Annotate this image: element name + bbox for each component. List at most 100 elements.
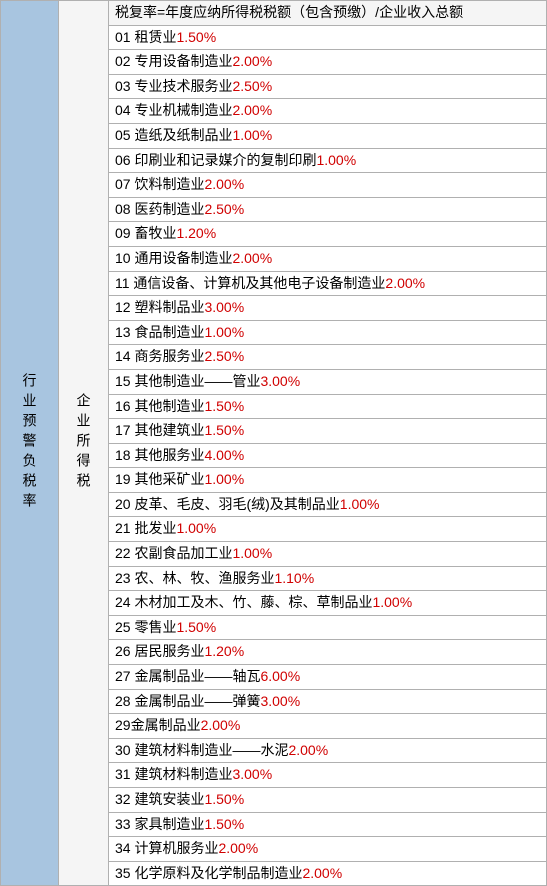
industry-row: 18 其他服务业 4.00% (109, 444, 546, 469)
tax-rate: 1.50% (204, 815, 244, 835)
industry-row: 12 塑料制品业 3.00% (109, 296, 546, 321)
tax-rate: 4.00% (204, 446, 244, 466)
industry-name: 29金属制品业 (115, 716, 201, 736)
tax-rate: 2.00% (302, 864, 342, 884)
industry-row: 10 通用设备制造业 2.00% (109, 247, 546, 272)
industry-row: 31 建筑材料制造业 3.00% (109, 763, 546, 788)
industry-row: 17 其他建筑业 1.50% (109, 419, 546, 444)
industry-row: 15 其他制造业——管业 3.00% (109, 370, 546, 395)
tax-rate: 2.50% (204, 347, 244, 367)
industry-row: 19 其他采矿业 1.00% (109, 468, 546, 493)
tax-rate: 2.00% (232, 52, 272, 72)
formula-text: 税复率=年度应纳所得税税额（包含预缴）/企业收入总额 (115, 3, 463, 23)
tax-rate: 2.00% (204, 175, 244, 195)
industry-row: 20 皮革、毛皮、羽毛(绒)及其制品业 1.00% (109, 493, 546, 518)
industry-row: 26 居民服务业 1.20% (109, 640, 546, 665)
tax-rate: 3.00% (260, 372, 300, 392)
industry-row: 28 金属制品业——弹簧 3.00% (109, 690, 546, 715)
industry-name: 15 其他制造业——管业 (115, 372, 260, 392)
industry-name: 30 建筑材料制造业——水泥 (115, 741, 288, 761)
industry-name: 21 批发业 (115, 519, 176, 539)
tax-rate: 1.50% (204, 397, 244, 417)
industry-name: 14 商务服务业 (115, 347, 204, 367)
industry-row: 34 计算机服务业 2.00% (109, 837, 546, 862)
tax-rate: 2.00% (288, 741, 328, 761)
industry-row: 33 家具制造业 1.50% (109, 813, 546, 838)
industry-name: 18 其他服务业 (115, 446, 204, 466)
industry-row: 02 专用设备制造业 2.00% (109, 50, 546, 75)
tax-rate: 1.50% (176, 618, 216, 638)
tax-rate-table: 行业预警负税率 企业所得税 税复率=年度应纳所得税税额（包含预缴）/企业收入总额… (0, 0, 547, 886)
industry-row: 29金属制品业 2.00% (109, 714, 546, 739)
category-label: 行业预警负税率 (20, 373, 40, 513)
industry-name: 09 畜牧业 (115, 224, 176, 244)
industry-row: 08 医药制造业 2.50% (109, 198, 546, 223)
tax-rate: 1.00% (232, 126, 272, 146)
industry-name: 03 专业技术服务业 (115, 77, 232, 97)
industry-name: 31 建筑材料制造业 (115, 765, 232, 785)
tax-rate: 1.00% (316, 151, 356, 171)
industry-name: 20 皮革、毛皮、羽毛(绒)及其制品业 (115, 495, 340, 515)
industry-name: 19 其他采矿业 (115, 470, 204, 490)
industry-name: 28 金属制品业——弹簧 (115, 692, 260, 712)
tax-rate: 1.00% (372, 593, 412, 613)
industry-row: 21 批发业 1.00% (109, 517, 546, 542)
industry-row: 05 造纸及纸制品业 1.00% (109, 124, 546, 149)
data-column: 税复率=年度应纳所得税税额（包含预缴）/企业收入总额 01 租赁业 1.50%0… (109, 1, 546, 885)
industry-row: 03 专业技术服务业 2.50% (109, 75, 546, 100)
tax-rate: 2.00% (232, 249, 272, 269)
formula-header: 税复率=年度应纳所得税税额（包含预缴）/企业收入总额 (109, 1, 546, 26)
industry-name: 32 建筑安装业 (115, 790, 204, 810)
industry-name: 07 饮料制造业 (115, 175, 204, 195)
industry-row: 07 饮料制造业 2.00% (109, 173, 546, 198)
tax-rate: 1.20% (176, 224, 216, 244)
tax-rate: 1.10% (274, 569, 314, 589)
industry-row: 04 专业机械制造业 2.00% (109, 99, 546, 124)
industry-name: 26 居民服务业 (115, 642, 204, 662)
industry-row: 13 食品制造业 1.00% (109, 321, 546, 346)
industry-row: 11 通信设备、计算机及其他电子设备制造业 2.00% (109, 272, 546, 297)
industry-name: 06 印刷业和记录媒介的复制印刷 (115, 151, 316, 171)
industry-name: 27 金属制品业——轴瓦 (115, 667, 260, 687)
tax-rate: 3.00% (204, 298, 244, 318)
industry-name: 24 木材加工及木、竹、藤、棕、草制品业 (115, 593, 372, 613)
industry-row: 16 其他制造业 1.50% (109, 395, 546, 420)
industry-row: 23 农、林、牧、渔服务业 1.10% (109, 567, 546, 592)
industry-name: 34 计算机服务业 (115, 839, 218, 859)
industry-name: 17 其他建筑业 (115, 421, 204, 441)
industry-row: 27 金属制品业——轴瓦 6.00% (109, 665, 546, 690)
tax-rate: 3.00% (260, 692, 300, 712)
tax-rate: 3.00% (232, 765, 272, 785)
tax-rate: 1.50% (204, 421, 244, 441)
industry-name: 04 专业机械制造业 (115, 101, 232, 121)
tax-rate: 2.00% (232, 101, 272, 121)
industry-row: 09 畜牧业 1.20% (109, 222, 546, 247)
tax-rate: 1.00% (232, 544, 272, 564)
tax-rate: 6.00% (260, 667, 300, 687)
tax-rate: 1.50% (204, 790, 244, 810)
tax-rate: 1.00% (176, 519, 216, 539)
tax-type-label: 企业所得税 (74, 393, 94, 493)
industry-name: 22 农副食品加工业 (115, 544, 232, 564)
tax-rate: 2.50% (232, 77, 272, 97)
industry-name: 08 医药制造业 (115, 200, 204, 220)
tax-rate: 1.00% (204, 470, 244, 490)
tax-rate: 1.00% (340, 495, 380, 515)
industry-row: 06 印刷业和记录媒介的复制印刷 1.00% (109, 149, 546, 174)
industry-row: 35 化学原料及化学制品制造业 2.00% (109, 862, 546, 886)
tax-rate: 1.20% (204, 642, 244, 662)
industry-row: 24 木材加工及木、竹、藤、棕、草制品业 1.00% (109, 591, 546, 616)
tax-rate: 1.00% (204, 323, 244, 343)
industry-row: 32 建筑安装业 1.50% (109, 788, 546, 813)
tax-rate: 2.00% (218, 839, 258, 859)
industry-name: 23 农、林、牧、渔服务业 (115, 569, 274, 589)
tax-rate: 1.50% (176, 28, 216, 48)
industry-row: 30 建筑材料制造业——水泥 2.00% (109, 739, 546, 764)
industry-name: 16 其他制造业 (115, 397, 204, 417)
tax-rate: 2.00% (385, 274, 425, 294)
tax-rate: 2.50% (204, 200, 244, 220)
industry-name: 10 通用设备制造业 (115, 249, 232, 269)
industry-name: 11 通信设备、计算机及其他电子设备制造业 (115, 274, 385, 294)
industry-row: 22 农副食品加工业 1.00% (109, 542, 546, 567)
industry-row: 14 商务服务业 2.50% (109, 345, 546, 370)
